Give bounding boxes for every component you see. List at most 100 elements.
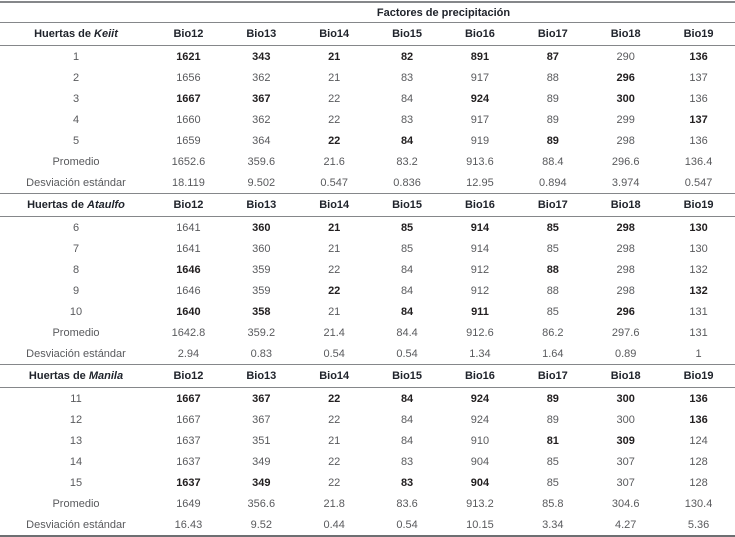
value-cell: 0.89: [614, 347, 637, 360]
row-label: 7: [72, 242, 80, 255]
value-cell: 362: [252, 71, 271, 84]
column-header: Bio14: [297, 22, 371, 46]
value-cell: 1637: [176, 434, 201, 447]
column-header: Bio15: [370, 364, 444, 388]
column-header: Bio15: [370, 193, 444, 217]
value-cell: 298: [616, 263, 635, 276]
value-cell: 1: [695, 347, 702, 360]
value-cell: 88: [546, 284, 559, 297]
value-cell: 914: [470, 221, 490, 234]
column-header: Bio13: [224, 364, 298, 388]
column-header: Bio12: [152, 22, 225, 46]
value-cell: 0.54: [323, 347, 345, 360]
value-cell: 136: [689, 92, 708, 105]
value-cell: 89: [546, 113, 559, 126]
table-row: 11 1667 367 22 84 924 89 300 136: [0, 388, 735, 410]
value-cell: 1641: [176, 221, 201, 234]
value-cell: 911: [471, 305, 489, 318]
section-title: Huertas de Manila: [0, 364, 152, 388]
value-cell: 1652.6: [171, 155, 206, 168]
value-cell: 16.43: [174, 518, 203, 531]
value-cell: 85: [546, 221, 559, 234]
column-header: Bio17: [516, 364, 590, 388]
value-cell: 83.6: [396, 497, 418, 510]
value-cell: 296: [616, 305, 635, 318]
value-cell: 343: [252, 50, 271, 63]
value-cell: 136: [689, 134, 708, 147]
value-cell: 83: [400, 476, 414, 489]
row-label: 6: [72, 221, 80, 234]
row-label: 10: [69, 305, 83, 318]
value-cell: 22: [328, 113, 341, 126]
table-title: Factores de precipitación: [152, 2, 735, 23]
value-cell: 1637: [176, 455, 201, 468]
value-cell: 0.83: [250, 347, 273, 360]
value-cell: 309: [616, 434, 635, 447]
value-cell: 85: [546, 455, 559, 468]
value-cell: 84: [400, 434, 414, 447]
row-label: 9: [72, 284, 80, 297]
column-header: Bio18: [589, 193, 663, 217]
value-cell: 904: [470, 476, 490, 489]
section-species-name: Ataulfo: [87, 199, 125, 211]
value-cell: 130: [689, 221, 708, 234]
row-label: 4: [72, 113, 80, 126]
value-cell: 132: [689, 284, 708, 297]
value-cell: 1637: [176, 476, 201, 489]
table-row: 10 1640 358 21 84 911 85 296 131: [0, 301, 735, 322]
value-cell: 364: [252, 134, 271, 147]
value-cell: 356.6: [247, 497, 276, 510]
value-cell: 1646: [176, 284, 201, 297]
value-cell: 136.4: [684, 155, 713, 168]
title-row-spacer: [0, 2, 152, 23]
value-cell: 1621: [176, 50, 201, 63]
value-cell: 891: [470, 50, 490, 63]
table-row: 8 1646 359 22 84 912 88 298 132: [0, 259, 735, 280]
table-row: 15 1637 349 22 83 904 85 307 128: [0, 472, 735, 493]
column-header: Bio16: [443, 364, 517, 388]
table-row: 2 1656 362 21 83 917 88 296 137: [0, 67, 735, 88]
row-label: 8: [72, 263, 80, 276]
value-cell: 137: [689, 71, 708, 84]
value-cell: 22: [328, 284, 341, 297]
value-cell: 912: [470, 284, 490, 297]
table-row: 13 1637 351 21 84 910 81 309 124: [0, 430, 735, 451]
section-title: Huertas de Ataulfo: [0, 193, 152, 217]
column-header: Bio14: [297, 364, 371, 388]
value-cell: 21: [328, 50, 341, 63]
section-header-row: Huertas de Keiit Bio12 Bio13 Bio14 Bio15 Bio1…: [0, 22, 735, 46]
value-cell: 22: [328, 413, 341, 426]
column-header: Bio17: [516, 193, 590, 217]
value-cell: 131: [689, 305, 708, 318]
column-header: Bio18: [589, 364, 663, 388]
value-cell: 86.2: [542, 326, 564, 339]
value-cell: 290: [616, 50, 635, 63]
value-cell: 1.34: [469, 347, 491, 360]
value-cell: 22: [328, 476, 341, 489]
column-header: Bio14: [297, 193, 371, 217]
value-cell: 307: [616, 455, 635, 468]
value-cell: 360: [252, 221, 271, 234]
value-cell: 1659: [176, 134, 201, 147]
value-cell: 0.894: [539, 176, 567, 189]
table-row: Desviación estándar 18.119 9.502 0.547 0.836…: [0, 172, 735, 194]
value-cell: 351: [252, 434, 271, 447]
value-cell: 1642.8: [171, 326, 206, 339]
section-header-row: Huertas de Manila Bio12 Bio13 Bio14 Bio15 Bio…: [0, 364, 735, 388]
table-row: 5 1659 364 22 84 919 89 298 136: [0, 130, 735, 151]
value-cell: 88.4: [542, 155, 564, 168]
value-cell: 84.4: [396, 326, 418, 339]
value-cell: 0.44: [323, 518, 345, 531]
value-cell: 924: [470, 92, 490, 105]
value-cell: 3.974: [611, 176, 640, 189]
table-row: 7 1641 360 21 85 914 85 298 130: [0, 238, 735, 259]
value-cell: 9.502: [247, 176, 276, 189]
value-cell: 85: [546, 305, 559, 318]
value-cell: 298: [616, 134, 635, 147]
value-cell: 21.8: [323, 497, 345, 510]
value-cell: 360: [252, 242, 271, 255]
table-row: Desviación estándar 2.94 0.83 0.54 0.54 1.34 1…: [0, 343, 735, 365]
value-cell: 136: [689, 50, 708, 63]
value-cell: 21: [328, 221, 341, 234]
